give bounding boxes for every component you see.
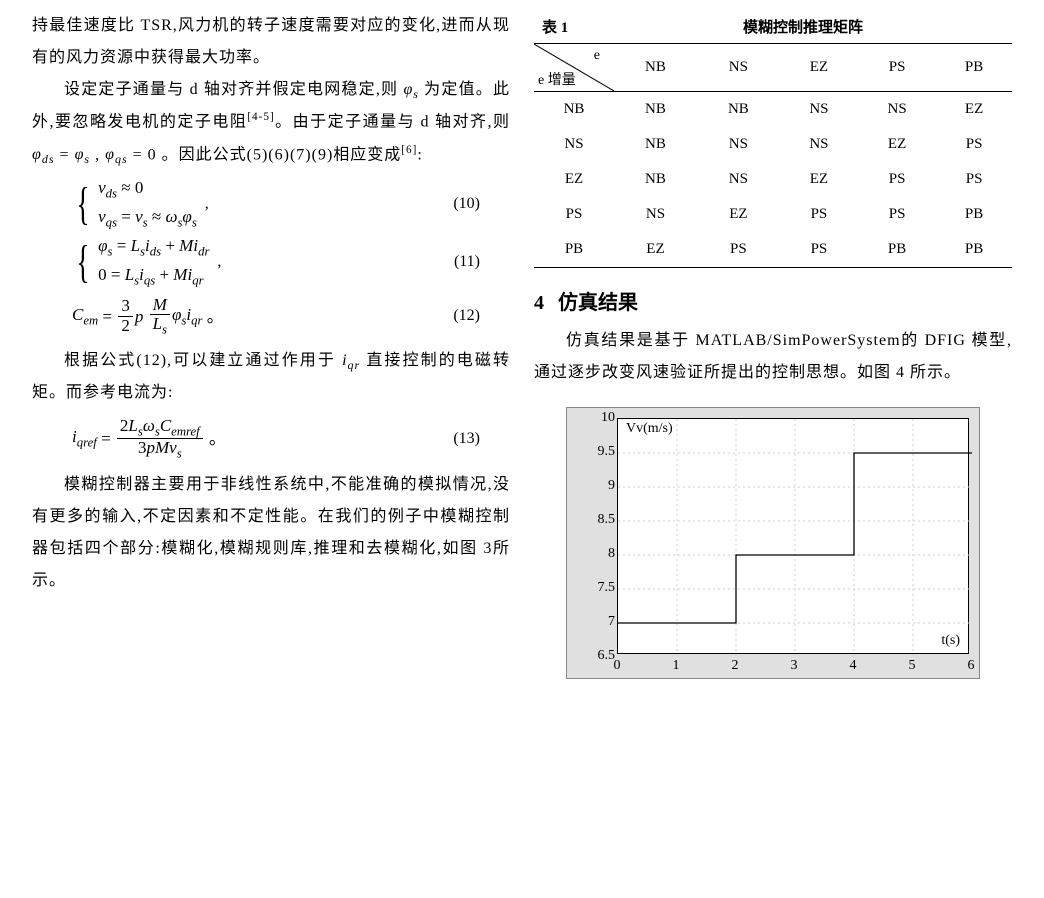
table-cell: NB [614,127,697,162]
sym-phi-qs: φqs [105,146,128,163]
y-tick: 8.5 [575,512,615,528]
para-2: 设定定子通量与 d 轴对齐并假定电网稳定,则 φs 为定值。此外,要忽略发电机的… [32,74,510,171]
col-header: NB [614,44,697,92]
table-cell: NB [614,92,697,128]
table-cell: NS [780,92,858,128]
para-4: 模糊控制器主要用于非线性系统中,不能准确的模拟情况,没有更多的输入,不定因素和不… [32,469,510,597]
table-cell: NS [697,162,780,197]
table-cell: PB [858,232,936,268]
table-row: NSNBNSNSEZPS [534,127,1012,162]
plot-area: Vv(m/s) t(s) [617,418,969,654]
cite-4-5: [4-5] [247,111,274,123]
y-tick: 10 [575,410,615,426]
diag-header: ee 增量 [534,44,614,92]
x-tick: 5 [909,658,916,674]
row-header: EZ [534,162,614,197]
table-cell: PS [697,232,780,268]
figure-4: Vv(m/s) t(s) 6.5 7 7.5 8 8.5 9 9.5 10 0 1 2 3 4 5 6 [534,407,1012,679]
t: 。由于定子通量与 d 轴对齐,则 [275,114,510,131]
fuzzy-table: ee 增量NBNSEZPSPB NBNBNBNSNSEZNSNBNSNSEZPS… [534,43,1012,268]
x-axis-label: t(s) [941,633,960,649]
table-cell: PS [780,197,858,232]
row-header: NS [534,127,614,162]
table-cell: NS [697,127,780,162]
row-header: PB [534,232,614,268]
y-axis-label: Vv(m/s) [626,421,673,437]
table-row: EZNBNSEZPSPS [534,162,1012,197]
x-tick: 1 [673,658,680,674]
section-title: 仿真结果 [558,292,638,314]
col-header: EZ [780,44,858,92]
row-header: NB [534,92,614,128]
section-num: 4 [534,292,544,314]
table-cell: PS [936,127,1012,162]
table-cell: EZ [936,92,1012,128]
table-row: PSNSEZPSPSPB [534,197,1012,232]
x-tick: 2 [732,658,739,674]
table-cell: NB [697,92,780,128]
sym-iqr: iqr [342,352,360,369]
chart-frame: Vv(m/s) t(s) 6.5 7 7.5 8 8.5 9 9.5 10 0 1 2 3 4 5 6 [566,407,980,679]
eq-num-12: (12) [453,308,510,324]
t: : [417,146,422,163]
eq-num-10: (10) [453,196,510,212]
sym-phi-ds: φds [32,146,55,163]
equation-11: { φs = Lsids + Midr 0 = Lsiqs + Miqr , (… [32,237,510,287]
sym-phi-s2: φs [75,146,91,163]
sym-phi-s: φs [403,81,419,98]
x-tick: 4 [850,658,857,674]
eq-num-11: (11) [454,254,510,270]
table-cell: EZ [780,162,858,197]
table-cell: NS [858,92,936,128]
table-cell: PS [936,162,1012,197]
table-cell: PS [858,162,936,197]
col-header: PB [936,44,1012,92]
col-header: NS [697,44,780,92]
x-tick: 0 [614,658,621,674]
table-cell: PS [858,197,936,232]
equation-13: iqref = 2LsωsCemref 3pMvs 。 (13) [32,417,510,461]
right-para: 仿真结果是基于 MATLAB/SimPowerSystem的 DFIG 模型,通… [534,325,1012,389]
table-cell: PB [936,232,1012,268]
y-tick: 8 [575,546,615,562]
table-cell: EZ [858,127,936,162]
t: 根据公式(12),可以建立通过作用于 [64,352,342,369]
table-cell: PB [936,197,1012,232]
table-cell: PS [780,232,858,268]
y-tick: 7.5 [575,580,615,596]
col-header: PS [858,44,936,92]
table-1: 表 1 模糊控制推理矩阵 ee 增量NBNSEZPSPB NBNBNBNSNSE… [534,16,1012,268]
cite-6: [6] [401,144,417,156]
t: = 0 。因此公式(5)(6)(7)(9)相应变成 [128,146,402,163]
right-column: 表 1 模糊控制推理矩阵 ee 增量NBNSEZPSPB NBNBNBNSNSE… [522,10,1024,888]
table-cell: NS [614,197,697,232]
x-tick: 6 [968,658,975,674]
y-tick: 9 [575,478,615,494]
x-tick: 3 [791,658,798,674]
row-header: PS [534,197,614,232]
table-row: PBEZPSPSPBPB [534,232,1012,268]
y-tick: 7 [575,614,615,630]
y-tick: 9.5 [575,444,615,460]
section-4-heading: 4 仿真结果 [534,286,1012,315]
y-tick: 6.5 [575,648,615,664]
equation-12: Cem = 32 p MLs φsiqr 。 (12) [32,296,510,337]
eq-num-13: (13) [453,431,510,447]
table-row: NBNBNBNSNSEZ [534,92,1012,128]
para-3: 根据公式(12),可以建立通过作用于 iqr 直接控制的电磁转矩。而参考电流为: [32,345,510,409]
table-cell: NS [780,127,858,162]
table-title: 模糊控制推理矩阵 [594,16,1012,37]
table-caption: 表 1 模糊控制推理矩阵 [534,16,1012,37]
para-1: 持最佳速度比 TSR,风力机的转子速度需要对应的变化,进而从现有的风力资源中获得… [32,10,510,74]
t: 设定定子通量与 d 轴对齐并假定电网稳定,则 [64,81,403,98]
table-cell: EZ [614,232,697,268]
left-column: 持最佳速度比 TSR,风力机的转子速度需要对应的变化,进而从现有的风力资源中获得… [20,10,522,888]
table-cell: EZ [697,197,780,232]
table-label: 表 1 [534,16,594,37]
equation-10: { vds ≈ 0 vqs = vs ≈ ωsφs , (10) [32,179,510,229]
table-cell: NB [614,162,697,197]
